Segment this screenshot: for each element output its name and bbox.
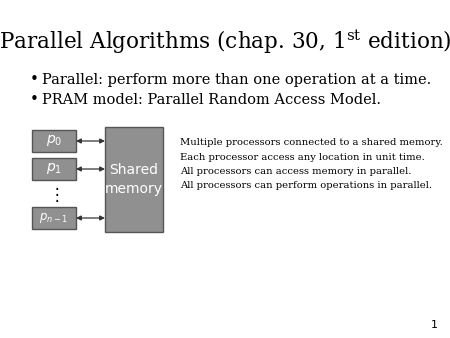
Text: 1: 1 (431, 320, 438, 330)
Text: Shared
memory: Shared memory (105, 163, 163, 196)
Text: $\vdots$: $\vdots$ (49, 185, 59, 203)
Bar (32, 207, 76, 229)
Text: $p_{n-1}$: $p_{n-1}$ (39, 211, 69, 225)
Text: All processors can access memory in parallel.: All processors can access memory in para… (180, 167, 411, 176)
Bar (105, 127, 163, 232)
Text: •: • (30, 72, 39, 88)
Text: Parallel: perform more than one operation at a time.: Parallel: perform more than one operatio… (42, 73, 431, 87)
Bar (32, 158, 76, 180)
Text: $p_0$: $p_0$ (46, 134, 62, 148)
Text: Parallel Algorithms (chap. 30, 1$^{\mathregular{st}}$ edition): Parallel Algorithms (chap. 30, 1$^{\math… (0, 28, 450, 56)
Text: $p_1$: $p_1$ (46, 162, 62, 176)
Text: •: • (30, 93, 39, 107)
Text: Multiple processors connected to a shared memory.: Multiple processors connected to a share… (180, 138, 443, 147)
Text: Each processor access any location in unit time.: Each processor access any location in un… (180, 152, 425, 162)
Text: PRAM model: Parallel Random Access Model.: PRAM model: Parallel Random Access Model… (42, 93, 381, 107)
Text: All processors can perform operations in parallel.: All processors can perform operations in… (180, 182, 432, 191)
Bar (32, 130, 76, 152)
